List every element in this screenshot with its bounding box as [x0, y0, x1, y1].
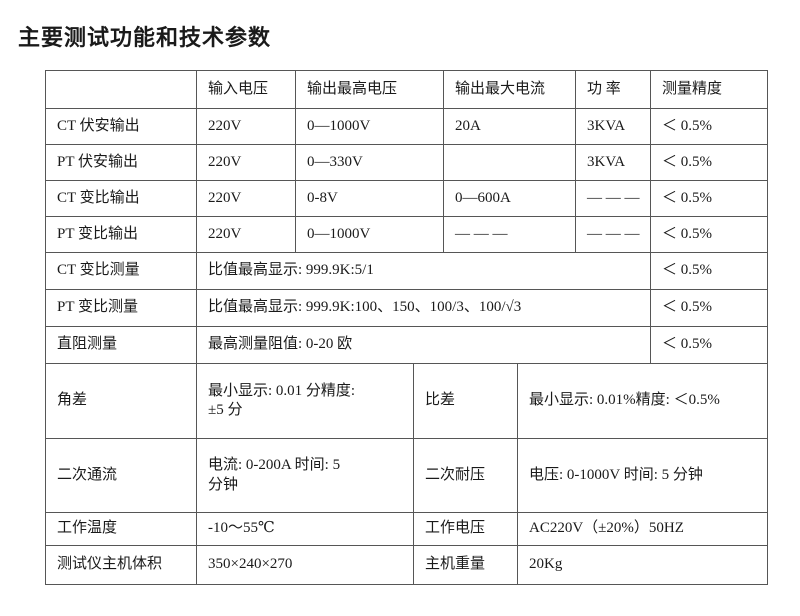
row-label: 二次通流 — [45, 438, 197, 513]
output-current-cell: 20A — [443, 108, 577, 145]
power-cell: 3KVA — [575, 144, 652, 181]
measure-value-cell: 最高测量阻值: 0-20 欧 — [195, 326, 652, 364]
table-row-working-temperature: 工作温度 -10～55℃ 工作电压 AC220V（±20%）50HZ — [45, 512, 769, 546]
header-blank-cell — [45, 70, 197, 109]
input-voltage-cell: 220V — [196, 144, 296, 181]
row-label: 角差 — [45, 363, 197, 439]
measure-value-cell: 比值最高显示: 999.9K:5/1 — [195, 252, 652, 290]
page-title: 主要测试功能和技术参数 — [18, 25, 272, 50]
table-row-host-size: 测试仪主机体积 350×240×270 主机重量 20Kg — [45, 545, 769, 585]
power-cell: — — — — [575, 180, 652, 217]
measure-value-cell: 比值最高显示: 999.9K:100、150、100/3、100/√3 — [195, 289, 652, 327]
value-cell: 最小显示: 0.01%精度: ＜0.5% — [517, 363, 769, 439]
output-current-cell: — — — — [443, 216, 577, 253]
input-voltage-cell: 220V — [196, 216, 296, 253]
row-label: CT 伏安输出 — [45, 108, 197, 145]
accuracy-cell: ＜ 0.5% — [650, 144, 769, 181]
row-label-secondary: 主机重量 — [412, 545, 519, 585]
input-voltage-cell: 220V — [196, 180, 296, 217]
row-label-secondary: 比差 — [412, 363, 519, 439]
header-input-voltage: 输入电压 — [196, 70, 296, 109]
table-row-pt-va-output: PT 伏安输出 220V 0—330V 3KVA ＜ 0.5% — [45, 144, 769, 181]
power-cell: 3KVA — [575, 108, 652, 145]
row-label: PT 伏安输出 — [45, 144, 197, 181]
input-voltage-cell: 220V — [196, 108, 296, 145]
row-label-secondary: 工作电压 — [412, 512, 519, 546]
power-cell: — — — — [575, 216, 652, 253]
row-label: 工作温度 — [45, 512, 197, 546]
value-cell: 最小显示: 0.01 分精度: ±5 分 — [196, 363, 414, 439]
output-current-cell — [443, 144, 577, 181]
table-header-row: 输入电压 输出最高电压 输出最大电流 功 率 测量精度 — [45, 70, 769, 109]
output-current-cell: 0—600A — [443, 180, 577, 217]
row-label: PT 变比测量 — [45, 289, 197, 327]
value-cell: 电流: 0-200A 时间: 5 分钟 — [196, 438, 414, 513]
table-row-ct-ratio-output: CT 变比输出 220V 0-8V 0—600A — — — ＜ 0.5% — [45, 180, 769, 217]
table-row-resistance-measure: 直阻测量 最高测量阻值: 0-20 欧 ＜ 0.5% — [45, 326, 769, 364]
row-label: 直阻测量 — [45, 326, 197, 364]
table-row-pt-ratio-measure: PT 变比测量 比值最高显示: 999.9K:100、150、100/3、100… — [45, 289, 769, 327]
table-row-angle-error: 角差 最小显示: 0.01 分精度: ±5 分 比差 最小显示: 0.01%精度… — [45, 363, 769, 439]
row-label: CT 变比输出 — [45, 180, 197, 217]
output-voltage-cell: 0—1000V — [294, 216, 445, 253]
output-voltage-cell: 0-8V — [294, 180, 445, 217]
value-cell: 20Kg — [517, 545, 769, 585]
row-label-secondary: 二次耐压 — [412, 438, 519, 513]
value-cell: -10～55℃ — [196, 512, 414, 546]
output-voltage-cell: 0—330V — [294, 144, 445, 181]
accuracy-cell: ＜ 0.5% — [650, 216, 769, 253]
output-voltage-cell: 0—1000V — [294, 108, 445, 145]
table-row-ct-va-output: CT 伏安输出 220V 0—1000V 20A 3KVA ＜ 0.5% — [45, 108, 769, 145]
row-label: CT 变比测量 — [45, 252, 197, 290]
value-cell: AC220V（±20%）50HZ — [517, 512, 769, 546]
table-row-ct-ratio-measure: CT 变比测量 比值最高显示: 999.9K:5/1 ＜ 0.5% — [45, 252, 769, 290]
accuracy-cell: ＜ 0.5% — [650, 180, 769, 217]
table-row-secondary-current: 二次通流 电流: 0-200A 时间: 5 分钟 二次耐压 电压: 0-1000… — [45, 438, 769, 513]
accuracy-cell: ＜ 0.5% — [650, 289, 769, 327]
header-max-output-voltage: 输出最高电压 — [294, 70, 445, 109]
header-accuracy: 测量精度 — [650, 70, 769, 109]
header-power: 功 率 — [575, 70, 652, 109]
value-cell: 350×240×270 — [196, 545, 414, 585]
header-max-output-current: 输出最大电流 — [443, 70, 577, 109]
accuracy-cell: ＜ 0.5% — [650, 108, 769, 145]
row-label: 测试仪主机体积 — [45, 545, 197, 585]
accuracy-cell: ＜ 0.5% — [650, 252, 769, 290]
row-label: PT 变比输出 — [45, 216, 197, 253]
spec-table: 输入电压 输出最高电压 输出最大电流 功 率 测量精度 CT 伏安输出 220V… — [45, 70, 769, 585]
value-cell: 电压: 0-1000V 时间: 5 分钟 — [517, 438, 769, 513]
accuracy-cell: ＜ 0.5% — [650, 326, 769, 364]
table-row-pt-ratio-output: PT 变比输出 220V 0—1000V — — — — — — ＜ 0.5% — [45, 216, 769, 253]
